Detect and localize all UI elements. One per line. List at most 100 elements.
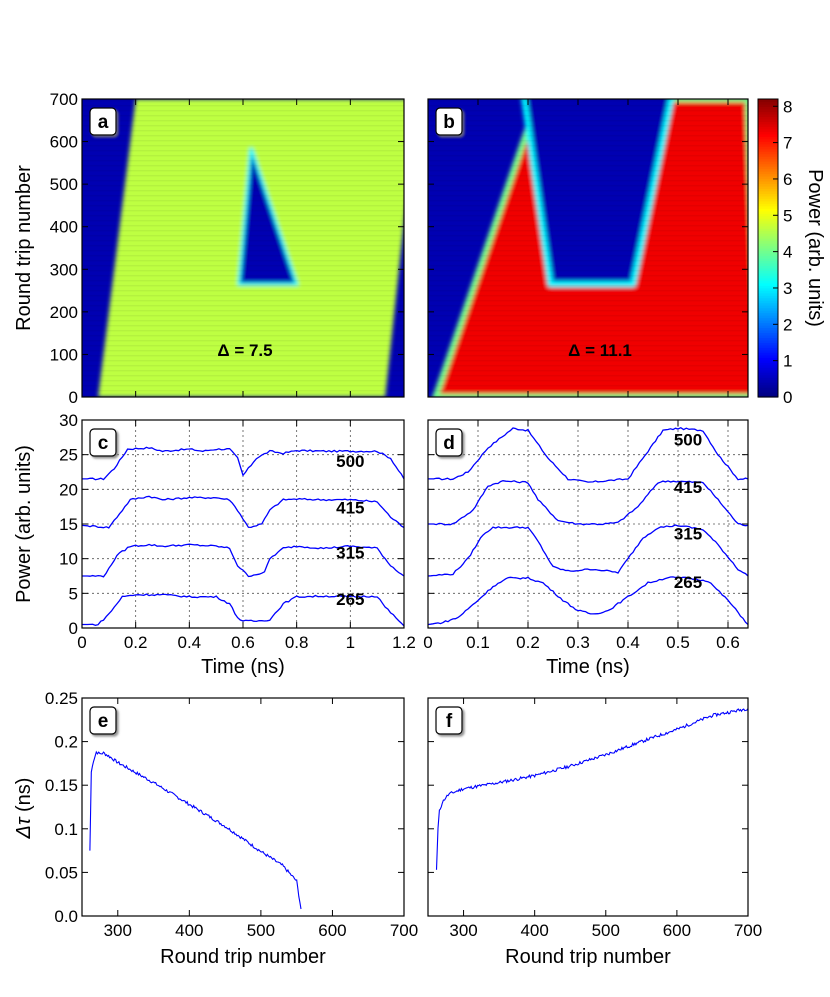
panel-a-letter-box	[89, 107, 117, 136]
colorbar-frame	[757, 98, 779, 398]
panel-f-letter: f	[446, 711, 453, 732]
colorbar-segment	[758, 354, 778, 358]
colorbar-segment	[758, 175, 778, 180]
colorbar-segment	[758, 116, 778, 120]
colorbar-segment	[758, 282, 778, 286]
colorbar-segment	[758, 148, 778, 152]
panel-e-frame	[81, 697, 405, 917]
colorbar-segment	[758, 161, 778, 165]
colorbar-segment	[758, 250, 778, 254]
colorbar-segment	[758, 374, 778, 378]
panel-b-letter-box	[435, 107, 463, 136]
colorbar-tick-label: 7	[783, 134, 792, 153]
colorbar-segment	[758, 382, 778, 386]
panel-d-tick-label-x: 0.2	[516, 633, 540, 652]
colorbar-segment	[758, 143, 778, 147]
colorbar-segment	[758, 183, 778, 187]
colorbar-segment	[758, 347, 778, 351]
colorbar-segment	[758, 131, 778, 135]
colorbar-segment	[758, 307, 778, 311]
colorbar-segment	[758, 190, 778, 194]
colorbar-segment	[758, 377, 778, 381]
panel-d-tick-label-x: 0.4	[616, 633, 640, 652]
colorbar-segment	[758, 394, 778, 398]
colorbar-segment	[758, 285, 778, 289]
colorbar-segment	[758, 198, 778, 202]
heatmap-b	[428, 99, 748, 397]
panel-c-tick-label-x: 0.6	[231, 633, 255, 652]
colorbar-segment	[758, 387, 778, 391]
colorbar-segment	[758, 280, 778, 284]
panel-c-tick-label-y: 30	[59, 411, 78, 430]
series-label-315: 315	[674, 524, 702, 543]
colorbar-segment	[758, 272, 778, 276]
panel-f-frame	[427, 697, 749, 917]
colorbar-segment	[758, 188, 778, 192]
colorbar-segment	[758, 317, 778, 321]
colorbar-segment	[758, 101, 778, 105]
series-label-265: 265	[674, 573, 702, 592]
colorbar-segment	[758, 223, 778, 227]
series-line-265	[428, 576, 748, 626]
panel-e-letter-box	[89, 706, 117, 735]
panel-a-letter: a	[98, 112, 109, 133]
panel-e-tick-label-x: 700	[390, 921, 418, 940]
series-line-415	[428, 480, 748, 527]
series-label-415: 415	[674, 478, 702, 497]
colorbar-segment	[758, 287, 778, 291]
colorbar-segment	[758, 292, 778, 296]
colorbar-segment	[758, 364, 778, 368]
colorbar-segment	[758, 334, 778, 338]
panel-d-letter: d	[443, 433, 455, 454]
colorbar-segment	[758, 349, 778, 353]
x-axis-label-d: Time (ns)	[546, 656, 630, 678]
colorbar-segment	[758, 200, 778, 204]
colorbar-segment	[758, 389, 778, 393]
series-label-500: 500	[674, 431, 702, 450]
colorbar-label: Power (arb. units)	[804, 169, 826, 327]
panel-e-bg	[82, 698, 404, 916]
panel-e-tick-label-x: 500	[247, 921, 275, 940]
colorbar-segment	[758, 215, 778, 219]
colorbar-segment	[758, 339, 778, 343]
colorbar-segment	[758, 141, 778, 145]
colorbar-segment	[758, 205, 778, 209]
delta-tau-symbol: Δτ	[13, 816, 35, 839]
colorbar-segment	[758, 300, 778, 304]
colorbar-segment	[758, 267, 778, 271]
series-line-415	[82, 495, 404, 529]
colorbar-segment	[758, 324, 778, 329]
series-line-315	[82, 543, 404, 578]
colorbar-segment	[758, 265, 778, 269]
panel-f-tick-label-x: 300	[449, 921, 477, 940]
series-line-delta-tau	[89, 750, 302, 910]
colorbar-segment	[758, 193, 778, 197]
colorbar-segment	[758, 384, 778, 388]
colorbar-segment	[758, 379, 778, 383]
panel-a-annotation: Δ = 7.5	[217, 341, 272, 360]
panel-e-tick-label-y: 0.1	[54, 820, 78, 839]
colorbar-segment	[758, 357, 778, 361]
panel-f-bg	[428, 698, 748, 916]
panel-d-tick-label-x: 0.3	[566, 633, 590, 652]
series-line-315	[428, 524, 748, 577]
colorbar-segment	[758, 163, 778, 167]
colorbar-segment	[758, 106, 778, 110]
x-axis-label-e: Round trip number	[160, 946, 326, 968]
colorbar-segment	[758, 342, 778, 346]
panel-c-frame	[81, 419, 405, 629]
panel-a-tick-label-y: 100	[50, 345, 78, 364]
panel-b-letter: b	[443, 112, 455, 133]
colorbar-tick-label: 2	[783, 315, 792, 334]
panel-f-tick-label-x: 700	[734, 921, 762, 940]
colorbar-segment	[758, 138, 778, 142]
colorbar-segment	[758, 233, 778, 237]
panel-c-tick-label-y: 10	[59, 550, 78, 569]
panel-c-letter-box	[89, 428, 117, 457]
colorbar-segment	[758, 369, 778, 373]
colorbar-segment	[758, 173, 778, 177]
series-line-265	[82, 593, 404, 627]
panel-b-frame	[427, 98, 749, 398]
series-label-315: 315	[336, 544, 364, 563]
